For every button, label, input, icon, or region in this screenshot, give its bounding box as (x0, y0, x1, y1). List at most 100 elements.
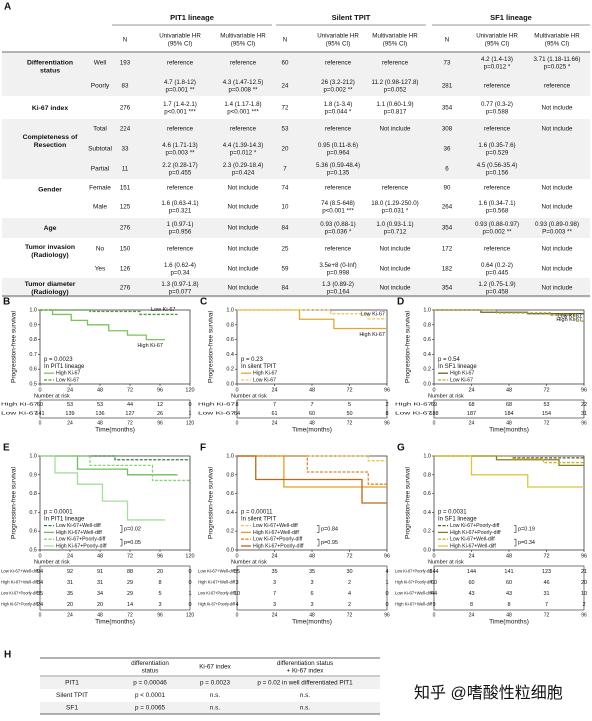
x-tick-label: 48 (309, 387, 315, 393)
risk-count: 31 (581, 411, 587, 417)
annotation: p = 0.54 (438, 357, 461, 363)
row-name: PIT1 (65, 680, 79, 687)
table-cell: p=0.321 (169, 207, 192, 214)
table-cell: 276 (120, 105, 131, 112)
survival-curve (237, 455, 387, 462)
risk-count: 2 (582, 602, 585, 608)
y-tick-label: 1.0 (29, 307, 37, 313)
table-cell: Not include (228, 225, 260, 232)
x-axis-label: Time(months) (95, 427, 135, 434)
table-cell: p=0.002 ** (482, 228, 512, 235)
x-tick-label: 120 (185, 387, 194, 393)
risk-row-label: Low Ki-67+Poorly-diff (1, 591, 39, 596)
risk-x-tick-label: 96 (581, 612, 587, 618)
risk-title: Number at risk (231, 559, 267, 565)
legend-label: Low Ki-67+Well-diff (253, 523, 298, 529)
risk-count: 9 (432, 602, 435, 608)
table-cell: p=0.568 (486, 207, 509, 214)
survival-curve (40, 455, 190, 482)
table-cell: 1.2 (0.75-1.9) (478, 281, 515, 288)
row-shade (2, 119, 590, 179)
risk-count: 2 (348, 580, 351, 586)
pairwise-p: p=0.34 (518, 540, 535, 546)
table-cell: p=0.164 (327, 288, 350, 295)
table-cell: p=0.036 * (325, 228, 352, 235)
survival-curve (237, 455, 387, 504)
risk-count: 139 (65, 411, 74, 417)
table-cell: 193 (120, 60, 131, 67)
x-tick-label: 96 (581, 387, 587, 393)
table-cell: 36 (444, 146, 451, 153)
table-cell: reference (325, 246, 352, 253)
risk-row-label: High Ki-67+Well-diff (1, 580, 39, 585)
y-axis-label: Progression-free survival (11, 311, 18, 383)
x-tick-label: 0 (432, 553, 435, 559)
risk-count: 8 (385, 411, 388, 417)
table-cell: 2.3 (0.29-18.4) (223, 162, 264, 169)
table-cell: Not include (542, 126, 574, 133)
risk-count: 88 (127, 569, 133, 575)
risk-count: 3 (158, 602, 161, 608)
table-cell: 18.0 (1.29-250.0) (371, 200, 418, 207)
x-axis-label: Time(months) (292, 619, 332, 626)
x-tick-label: 0 (38, 553, 41, 559)
risk-x-tick-label: 24 (67, 420, 73, 426)
risk-title: Number at risk (34, 393, 70, 399)
table-cell: 150 (120, 246, 131, 253)
panel-label: D (397, 297, 404, 308)
table-cell: p=0.008 ** (228, 86, 258, 93)
y-tick-label: 0.7 (29, 352, 37, 358)
x-tick-label: 24 (271, 553, 277, 559)
risk-x-tick-label: 96 (157, 420, 163, 426)
legend-label: High Ki-67+Well-diff (56, 530, 102, 536)
annotation: In silent TPIT (241, 364, 277, 370)
table-cell: p=0.001 ** (165, 86, 195, 93)
annotation: In PIT1 lineage (44, 364, 85, 370)
x-tick-label: 96 (384, 553, 390, 559)
risk-count: 94 (37, 569, 43, 575)
risk-x-tick-label: 48 (97, 420, 103, 426)
risk-count: 20 (157, 569, 163, 575)
table-cell: p=0.956 (169, 228, 192, 235)
table-cell: 224 (120, 126, 131, 133)
table-cell: p=0.044 * (325, 108, 352, 115)
risk-count: 69 (431, 402, 437, 408)
y-tick-label: 0.8 (423, 472, 431, 478)
risk-count: 0 (188, 402, 191, 408)
panel-label: C (200, 297, 207, 308)
risk-count: 26 (157, 411, 163, 417)
column-header: Univariable HR (476, 33, 518, 40)
risk-count: 3 (310, 580, 313, 586)
risk-row-label: High Ki-67+Poorly-diff (395, 580, 433, 585)
table-cell: Not include (380, 246, 412, 253)
risk-count: 60 (468, 580, 474, 586)
risk-count: 61 (271, 411, 277, 417)
legend-label: Low Ki-67+Poorly-diff (253, 537, 303, 543)
risk-count: 35 (309, 569, 315, 575)
risk-x-tick-label: 24 (272, 612, 278, 618)
row-variable: Age (44, 225, 57, 232)
y-tick-label: 0.2 (226, 529, 234, 535)
risk-count: 35 (37, 591, 43, 597)
column-header: N (123, 37, 127, 44)
table-cell: p=0.012 * (484, 63, 511, 70)
risk-count: 3 (235, 580, 238, 586)
legend-label: High Ki-67 (56, 371, 80, 377)
y-tick-label: 0.8 (29, 337, 37, 343)
risk-count: 123 (542, 569, 551, 575)
risk-count: 6 (310, 591, 313, 597)
table-cell: n.s. (300, 692, 310, 699)
pairwise-p: p=0.95 (321, 540, 338, 546)
curve-label: High Ki-67 (556, 317, 582, 323)
table-cell: 73 (444, 60, 451, 67)
row-level: Yes (95, 266, 106, 273)
y-tick-label: 0.6 (29, 529, 37, 535)
column-header: differentiation (131, 660, 169, 667)
risk-row-label: Low Ki-67 (1, 411, 39, 416)
y-tick-label: 0.8 (423, 322, 431, 328)
y-tick-label: 0.9 (29, 472, 37, 478)
risk-x-tick-label: 0 (433, 612, 436, 618)
x-axis-label: Time(months) (489, 619, 529, 626)
risk-count: 0 (385, 591, 388, 597)
